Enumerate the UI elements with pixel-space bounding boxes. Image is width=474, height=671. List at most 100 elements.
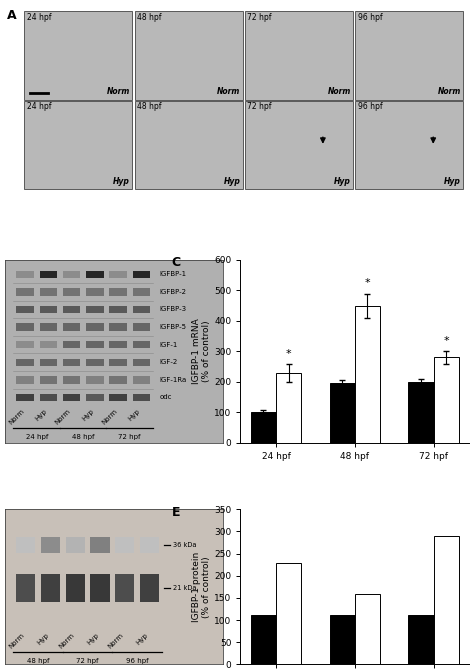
Text: Norm: Norm: [8, 408, 25, 426]
Text: 24 hpf: 24 hpf: [27, 103, 51, 111]
Text: 96 hpf: 96 hpf: [126, 658, 148, 664]
FancyBboxPatch shape: [63, 394, 80, 401]
FancyBboxPatch shape: [133, 288, 150, 295]
FancyBboxPatch shape: [133, 376, 150, 384]
FancyBboxPatch shape: [17, 306, 34, 313]
Bar: [251, 413, 276, 443]
Text: IGFBP-1: IGFBP-1: [159, 271, 187, 277]
FancyBboxPatch shape: [109, 394, 127, 401]
FancyBboxPatch shape: [65, 537, 85, 553]
Text: 48 hpf: 48 hpf: [137, 13, 162, 21]
Bar: [276, 564, 301, 664]
Bar: [355, 595, 380, 664]
FancyBboxPatch shape: [135, 101, 243, 189]
FancyBboxPatch shape: [86, 270, 103, 278]
FancyBboxPatch shape: [133, 306, 150, 313]
FancyBboxPatch shape: [86, 394, 103, 401]
FancyBboxPatch shape: [16, 537, 36, 553]
FancyBboxPatch shape: [245, 101, 353, 189]
FancyBboxPatch shape: [109, 306, 127, 313]
Text: 96 hpf: 96 hpf: [358, 103, 383, 111]
Text: Hyp: Hyp: [86, 631, 100, 646]
Text: Norm: Norm: [54, 408, 72, 426]
FancyBboxPatch shape: [17, 394, 34, 401]
Text: Norm: Norm: [328, 87, 351, 96]
FancyBboxPatch shape: [63, 288, 80, 295]
FancyBboxPatch shape: [115, 537, 134, 553]
FancyBboxPatch shape: [90, 574, 109, 603]
FancyBboxPatch shape: [133, 341, 150, 348]
FancyBboxPatch shape: [40, 358, 57, 366]
Text: 48 hpf: 48 hpf: [27, 658, 49, 664]
Text: Hyp: Hyp: [81, 408, 95, 422]
Text: 72 hpf: 72 hpf: [247, 103, 272, 111]
FancyBboxPatch shape: [17, 376, 34, 384]
Text: *: *: [365, 278, 370, 288]
FancyBboxPatch shape: [86, 341, 103, 348]
FancyBboxPatch shape: [133, 358, 150, 366]
FancyBboxPatch shape: [40, 376, 57, 384]
Text: 72 hpf: 72 hpf: [247, 13, 272, 21]
Text: 96 hpf: 96 hpf: [358, 13, 383, 21]
Text: 24 hpf: 24 hpf: [27, 13, 51, 21]
Text: IGFBP-5: IGFBP-5: [159, 324, 186, 330]
FancyBboxPatch shape: [140, 537, 159, 553]
FancyBboxPatch shape: [17, 270, 34, 278]
Text: Hyp: Hyp: [334, 176, 351, 186]
FancyBboxPatch shape: [109, 288, 127, 295]
Bar: [434, 358, 459, 443]
Text: C: C: [172, 256, 181, 269]
Text: 48 hpf: 48 hpf: [137, 103, 162, 111]
Text: IGF-2: IGF-2: [159, 359, 178, 365]
FancyBboxPatch shape: [86, 306, 103, 313]
Text: Norm: Norm: [107, 631, 125, 650]
Text: 21 kDa: 21 kDa: [173, 585, 196, 591]
Text: 72 hpf: 72 hpf: [76, 658, 99, 664]
Text: Hyp: Hyp: [36, 631, 51, 646]
FancyBboxPatch shape: [63, 323, 80, 331]
FancyBboxPatch shape: [41, 537, 60, 553]
Text: A: A: [7, 9, 17, 21]
FancyBboxPatch shape: [25, 101, 132, 189]
Text: E: E: [172, 506, 180, 519]
Text: IGFBP-2: IGFBP-2: [159, 289, 186, 295]
Bar: [276, 373, 301, 443]
FancyBboxPatch shape: [115, 574, 134, 603]
FancyBboxPatch shape: [17, 323, 34, 331]
FancyBboxPatch shape: [245, 11, 353, 100]
FancyBboxPatch shape: [86, 323, 103, 331]
FancyBboxPatch shape: [40, 394, 57, 401]
FancyBboxPatch shape: [133, 394, 150, 401]
FancyBboxPatch shape: [17, 341, 34, 348]
Bar: [329, 383, 355, 443]
FancyBboxPatch shape: [16, 574, 36, 603]
Text: Hyp: Hyp: [135, 631, 149, 646]
Text: *: *: [444, 336, 449, 346]
Text: odc: odc: [159, 395, 172, 401]
Text: Hyp: Hyp: [34, 408, 48, 422]
Text: Norm: Norm: [217, 87, 240, 96]
Text: Hyp: Hyp: [113, 176, 130, 186]
FancyBboxPatch shape: [109, 270, 127, 278]
FancyBboxPatch shape: [356, 101, 464, 189]
FancyBboxPatch shape: [17, 288, 34, 295]
FancyBboxPatch shape: [86, 358, 103, 366]
Text: 48 hpf: 48 hpf: [72, 433, 94, 440]
FancyBboxPatch shape: [109, 341, 127, 348]
FancyBboxPatch shape: [86, 288, 103, 295]
FancyBboxPatch shape: [63, 358, 80, 366]
Text: 24 hpf: 24 hpf: [26, 433, 48, 440]
FancyBboxPatch shape: [63, 306, 80, 313]
FancyBboxPatch shape: [135, 11, 243, 100]
FancyBboxPatch shape: [109, 376, 127, 384]
FancyBboxPatch shape: [65, 574, 85, 603]
FancyBboxPatch shape: [40, 341, 57, 348]
FancyBboxPatch shape: [356, 11, 464, 100]
Text: Norm: Norm: [100, 408, 118, 426]
FancyBboxPatch shape: [17, 358, 34, 366]
Text: Hyp: Hyp: [444, 176, 461, 186]
Text: 72 hpf: 72 hpf: [118, 433, 141, 440]
FancyBboxPatch shape: [40, 323, 57, 331]
FancyBboxPatch shape: [109, 358, 127, 366]
Y-axis label: IGFBP-1 protein
(% of control): IGFBP-1 protein (% of control): [192, 552, 211, 622]
